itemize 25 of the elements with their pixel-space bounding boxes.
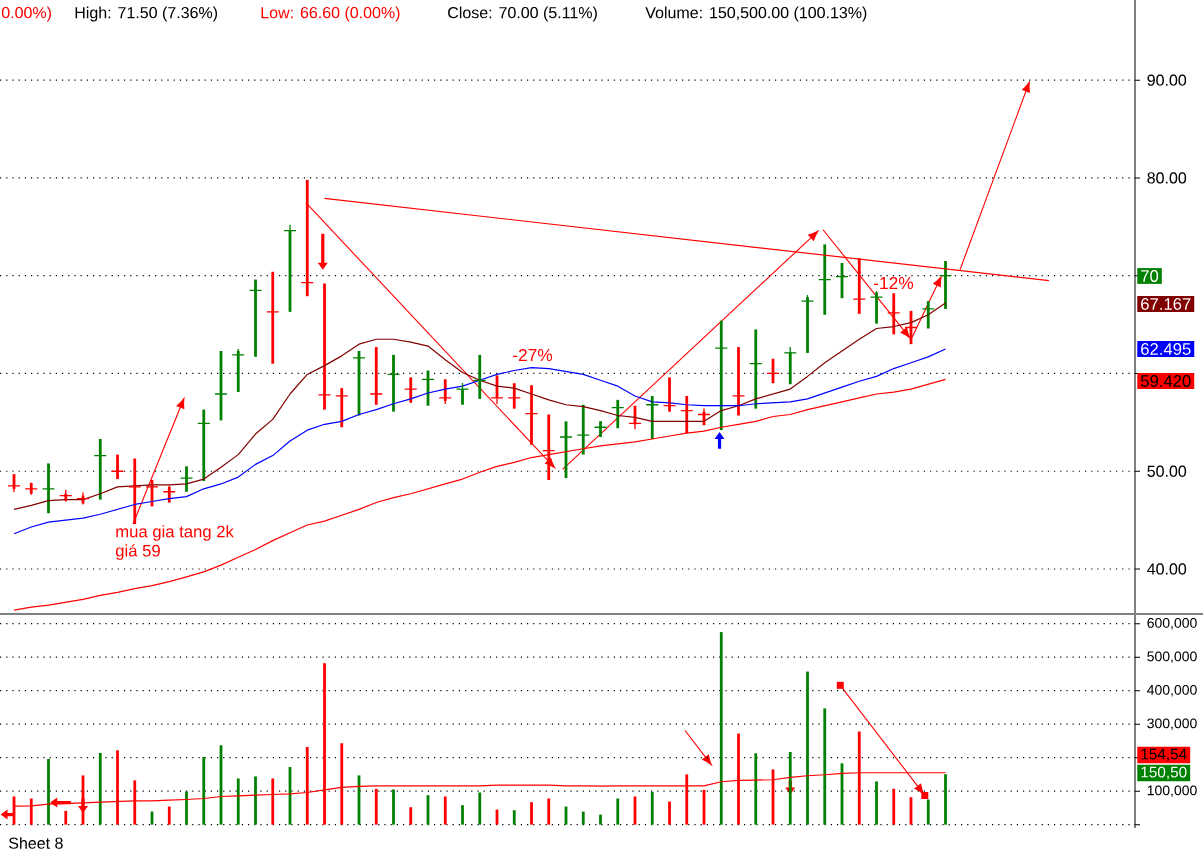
- y-tick-label: 600,000: [1147, 617, 1197, 630]
- y-tick-label: 500,000: [1147, 651, 1197, 663]
- y-tick-label: 90.00: [1147, 74, 1187, 86]
- text: 70: [1141, 270, 1159, 282]
- y-tick-label: 100,000: [1147, 785, 1197, 797]
- annotation: -27%: [513, 348, 553, 362]
- text: 150,50: [1141, 766, 1187, 780]
- text: Sheet 8: [9, 837, 63, 849]
- annotation: Close: 70.00 (5.11%): [448, 6, 597, 22]
- y-tick-label: 40.00: [1147, 563, 1187, 575]
- text: 154,54: [1141, 748, 1187, 762]
- annotation: giá 59: [115, 544, 160, 560]
- y-tick-label: 400,000: [1147, 684, 1197, 697]
- y-tick-label: 80.00: [1147, 172, 1187, 184]
- y-tick-label: 300,000: [1147, 718, 1197, 730]
- text: 59.420: [1140, 375, 1191, 387]
- y-tick-label: 50.00: [1147, 465, 1187, 477]
- annotation: 0.00%): [1, 6, 51, 22]
- text: 62.495: [1141, 343, 1191, 355]
- annotation: High: 71.50 (7.36%): [75, 6, 218, 22]
- annotation: mua gia tang 2k: [116, 525, 234, 541]
- text: 67.167: [1141, 298, 1191, 310]
- annotation: Low: 66.60 (0.00%): [261, 6, 400, 22]
- annotation: Volume: 150,500.00 (100.13%): [645, 6, 867, 22]
- annotation: -12%: [874, 276, 914, 290]
